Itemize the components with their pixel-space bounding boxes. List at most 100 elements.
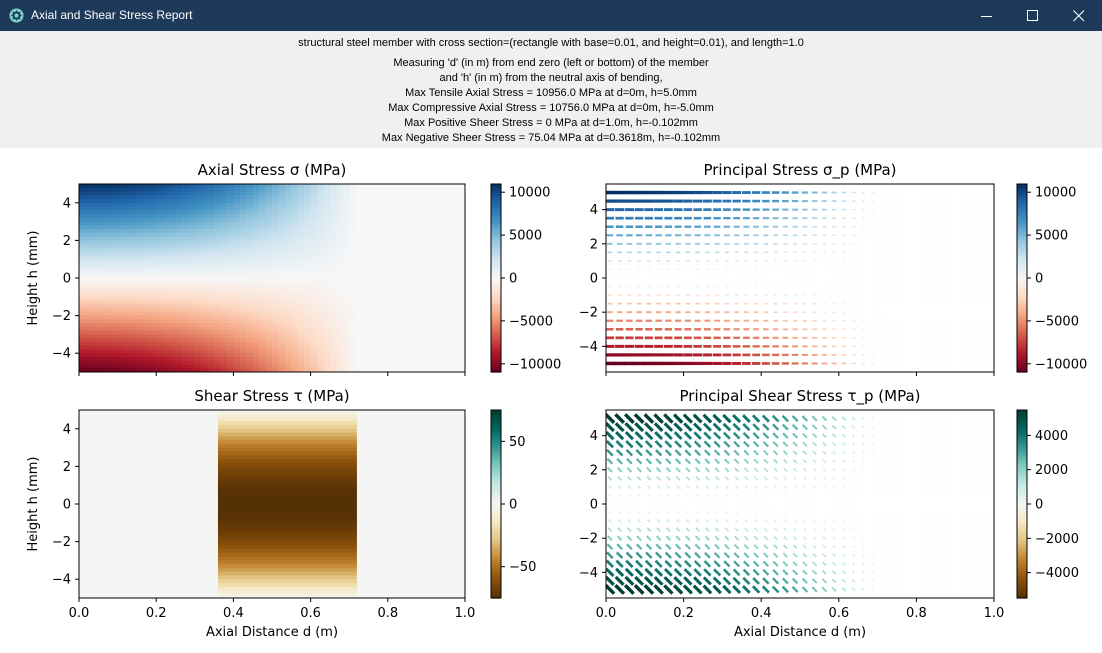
- shear-glyph: [705, 544, 709, 548]
- shear-glyph: [648, 511, 650, 513]
- shear-glyph: [931, 461, 932, 462]
- shear-glyph: [618, 468, 622, 472]
- shear-glyph: [773, 562, 778, 567]
- shear-glyph: [773, 578, 778, 583]
- shear-glyph: [734, 442, 739, 447]
- shear-glyph: [970, 520, 971, 521]
- shear-glyph: [667, 477, 670, 480]
- shear-glyph: [824, 512, 826, 514]
- shear-glyph: [618, 477, 622, 481]
- shear-glyph: [685, 561, 691, 567]
- shear-glyph: [657, 477, 660, 480]
- shear-glyph: [726, 486, 729, 489]
- colorbar-tick-label: 0: [509, 272, 517, 287]
- shear-glyph: [852, 580, 855, 583]
- shear-glyph: [892, 537, 893, 538]
- shear-glyph: [676, 468, 680, 472]
- shear-glyph: [980, 589, 981, 590]
- shear-glyph: [694, 586, 702, 594]
- shear-glyph: [941, 503, 942, 504]
- shear-glyph: [941, 512, 942, 513]
- shear-glyph: [615, 585, 623, 593]
- shear-glyph: [892, 512, 893, 513]
- shear-glyph: [775, 503, 776, 504]
- shear-glyph: [658, 494, 660, 496]
- colorbar-tick-label: 50: [509, 435, 526, 450]
- y-tick-label: −4: [52, 347, 71, 362]
- shear-glyph: [989, 461, 990, 462]
- principal-shear-glyphs: [606, 414, 991, 593]
- shear-glyph: [950, 529, 951, 530]
- shear-glyph: [814, 520, 816, 522]
- shear-glyph: [793, 460, 796, 463]
- shear-glyph: [667, 512, 669, 514]
- shear-glyph: [745, 486, 747, 488]
- shear-glyph: [941, 469, 942, 470]
- shear-glyph: [725, 536, 729, 540]
- shear-glyph: [793, 562, 797, 566]
- shear-glyph: [989, 580, 990, 581]
- shear-glyph: [658, 511, 660, 513]
- shear-glyph: [648, 503, 649, 504]
- colorbar-tick-label: −50: [509, 560, 536, 575]
- shear-glyph: [853, 520, 855, 522]
- minimize-button[interactable]: [964, 0, 1010, 31]
- shear-glyph: [627, 552, 633, 558]
- maximize-button[interactable]: [1010, 0, 1056, 31]
- shear-glyph: [872, 486, 874, 488]
- shear-glyph: [713, 586, 720, 593]
- shear-glyph: [931, 546, 932, 547]
- shear-glyph: [872, 588, 874, 590]
- shear-glyph: [754, 545, 758, 549]
- shear-glyph: [931, 537, 932, 538]
- shear-glyph: [764, 477, 767, 480]
- shear-glyph: [783, 587, 789, 593]
- shear-glyph: [931, 572, 932, 573]
- shear-glyph: [931, 563, 932, 564]
- shear-glyph: [755, 503, 756, 504]
- shear-glyph: [674, 577, 681, 584]
- shear-glyph: [685, 569, 692, 576]
- shear-glyph: [882, 512, 883, 513]
- shear-glyph: [665, 441, 671, 447]
- shear-glyph: [833, 512, 835, 514]
- shear-glyph: [970, 478, 971, 479]
- shear-glyph: [921, 537, 922, 538]
- shear-glyph: [715, 545, 719, 549]
- shear-glyph: [607, 552, 613, 558]
- shear-glyph: [646, 459, 651, 464]
- shear-glyph: [636, 552, 642, 558]
- shear-glyph: [667, 486, 670, 489]
- close-button[interactable]: [1056, 0, 1102, 31]
- shear-glyph: [892, 589, 893, 590]
- shear-glyph: [892, 478, 893, 479]
- shear-glyph: [911, 435, 912, 436]
- shear-glyph: [872, 537, 874, 539]
- shear-glyph: [657, 528, 660, 531]
- shear-glyph: [989, 512, 990, 513]
- shear-glyph: [765, 512, 767, 514]
- shear-glyph: [754, 459, 758, 463]
- shear-glyph: [753, 433, 758, 438]
- shear-glyph: [863, 529, 865, 531]
- shear-glyph: [833, 529, 835, 531]
- shear-glyph: [793, 578, 798, 583]
- shear-glyph: [822, 587, 826, 591]
- shear-glyph: [656, 544, 661, 549]
- shear-glyph: [911, 512, 912, 513]
- shear-glyph: [695, 450, 700, 455]
- shear-glyph: [665, 569, 672, 576]
- shear-glyph: [803, 451, 807, 455]
- shear-glyph: [823, 554, 826, 557]
- shear-glyph: [656, 553, 662, 559]
- shear-glyph: [843, 529, 845, 531]
- shear-glyph: [882, 486, 883, 487]
- shear-glyph: [705, 536, 709, 540]
- shear-glyph: [666, 544, 671, 549]
- shear-glyph: [872, 580, 874, 582]
- shear-glyph: [687, 512, 689, 514]
- shear-glyph: [814, 486, 816, 488]
- shear-glyph: [629, 503, 630, 504]
- shear-glyph: [735, 545, 739, 549]
- shear-glyph: [980, 512, 981, 513]
